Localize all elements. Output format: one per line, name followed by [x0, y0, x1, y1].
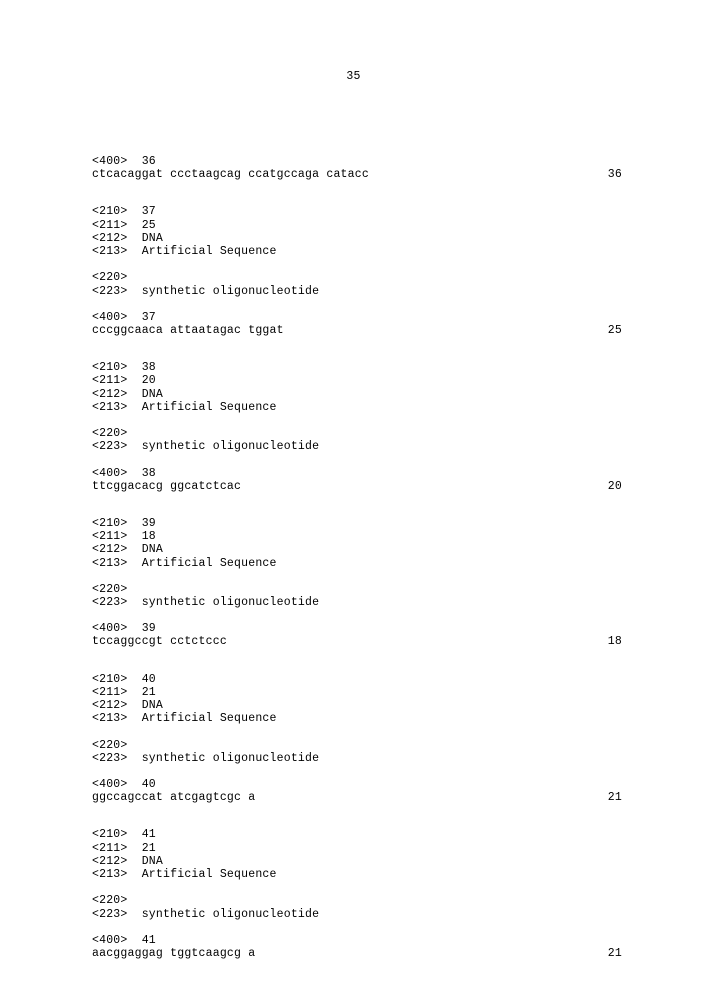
feature-line: <223> synthetic oligonucleotide [92, 596, 622, 609]
header-line: <213> Artificial Sequence [92, 401, 622, 414]
header-line: <210> 39 [92, 517, 622, 530]
sequence-length: 25 [608, 324, 622, 337]
feature-line: <223> synthetic oligonucleotide [92, 440, 622, 453]
sequence-text: aacggaggag tggtcaagcg a [92, 947, 255, 960]
feature-line: <220> [92, 739, 622, 752]
header-line: <211> 25 [92, 219, 622, 232]
header-line: <212> DNA [92, 388, 622, 401]
sequence-row: cccggcaaca attaatagac tggat 25 [92, 324, 622, 337]
header-line: <211> 18 [92, 530, 622, 543]
feature-line: <220> [92, 894, 622, 907]
sequence-entry: <210> 37<211> 25<212> DNA<213> Artificia… [92, 205, 622, 337]
sequence-text: cccggcaaca attaatagac tggat [92, 324, 284, 337]
sequence-row: ttcggacacg ggcatctcac 20 [92, 480, 622, 493]
header-line: <212> DNA [92, 699, 622, 712]
sequence-length: 20 [608, 480, 622, 493]
sequence-entry: <210> 39<211> 18<212> DNA<213> Artificia… [92, 517, 622, 649]
header-line: <212> DNA [92, 232, 622, 245]
feature-line: <220> [92, 583, 622, 596]
feature-line: <223> synthetic oligonucleotide [92, 285, 622, 298]
header-line: <213> Artificial Sequence [92, 868, 622, 881]
header-line: <212> DNA [92, 543, 622, 556]
page-number: 35 [0, 70, 707, 83]
sequence-row: ggccagccat atcgagtcgc a 21 [92, 791, 622, 804]
sequence-tag: <400> 37 [92, 311, 622, 324]
header-line: <211> 21 [92, 842, 622, 855]
header-line: <213> Artificial Sequence [92, 557, 622, 570]
page: 35 <400> 36ctcacaggat ccctaagcag ccatgcc… [0, 0, 707, 1000]
header-line: <211> 21 [92, 686, 622, 699]
feature-line: <223> synthetic oligonucleotide [92, 908, 622, 921]
header-line: <210> 38 [92, 361, 622, 374]
sequence-text: ttcggacacg ggcatctcac [92, 480, 241, 493]
sequence-tag: <400> 40 [92, 778, 622, 791]
sequence-entry: <210> 41<211> 21<212> DNA<213> Artificia… [92, 828, 622, 960]
sequence-entry: <210> 40<211> 21<212> DNA<213> Artificia… [92, 673, 622, 805]
sequence-text: ggccagccat atcgagtcgc a [92, 791, 255, 804]
sequence-length: 21 [608, 791, 622, 804]
feature-line: <220> [92, 271, 622, 284]
sequence-entry: <400> 36ctcacaggat ccctaagcag ccatgccaga… [92, 155, 622, 181]
sequence-text: tccaggccgt cctctccc [92, 635, 227, 648]
header-line: <212> DNA [92, 855, 622, 868]
header-line: <211> 20 [92, 374, 622, 387]
sequence-length: 18 [608, 635, 622, 648]
sequence-tag: <400> 41 [92, 934, 622, 947]
header-line: <213> Artificial Sequence [92, 712, 622, 725]
feature-line: <223> synthetic oligonucleotide [92, 752, 622, 765]
header-line: <210> 40 [92, 673, 622, 686]
header-line: <210> 37 [92, 205, 622, 218]
sequence-entry: <210> 38<211> 20<212> DNA<213> Artificia… [92, 361, 622, 493]
sequence-tag: <400> 39 [92, 622, 622, 635]
feature-line: <220> [92, 427, 622, 440]
sequence-length: 36 [608, 168, 622, 181]
header-line: <210> 41 [92, 828, 622, 841]
sequence-length: 21 [608, 947, 622, 960]
sequence-tag: <400> 36 [92, 155, 622, 168]
header-line: <213> Artificial Sequence [92, 245, 622, 258]
sequence-row: tccaggccgt cctctccc 18 [92, 635, 622, 648]
sequence-text: ctcacaggat ccctaagcag ccatgccaga catacc [92, 168, 369, 181]
sequence-listing: <400> 36ctcacaggat ccctaagcag ccatgccaga… [92, 155, 622, 984]
sequence-tag: <400> 38 [92, 467, 622, 480]
sequence-row: ctcacaggat ccctaagcag ccatgccaga catacc 3… [92, 168, 622, 181]
sequence-row: aacggaggag tggtcaagcg a 21 [92, 947, 622, 960]
